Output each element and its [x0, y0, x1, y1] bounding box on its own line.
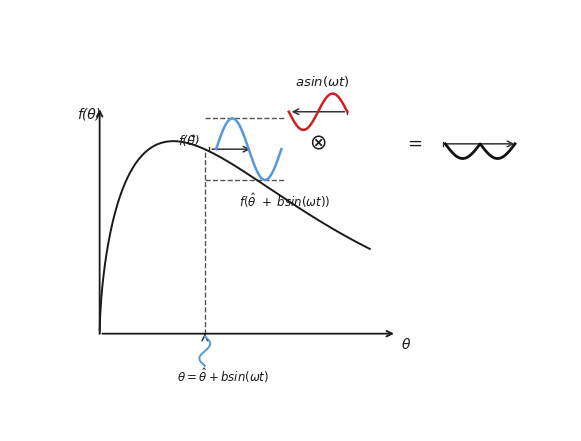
Text: f(θ): f(θ)	[77, 108, 101, 121]
Text: $asin(\omega t)$: $asin(\omega t)$	[295, 74, 350, 89]
Text: f(θ̂): f(θ̂)	[178, 135, 200, 148]
Text: $f(\hat{\theta}\ +\ bsin(\omega t))$: $f(\hat{\theta}\ +\ bsin(\omega t))$	[239, 191, 331, 209]
Text: $\theta = \hat{\theta} + bsin(\omega t)$: $\theta = \hat{\theta} + bsin(\omega t)$	[177, 366, 269, 385]
Text: =: =	[407, 135, 422, 153]
Text: θ: θ	[401, 338, 410, 351]
Text: ⊗: ⊗	[309, 134, 327, 154]
